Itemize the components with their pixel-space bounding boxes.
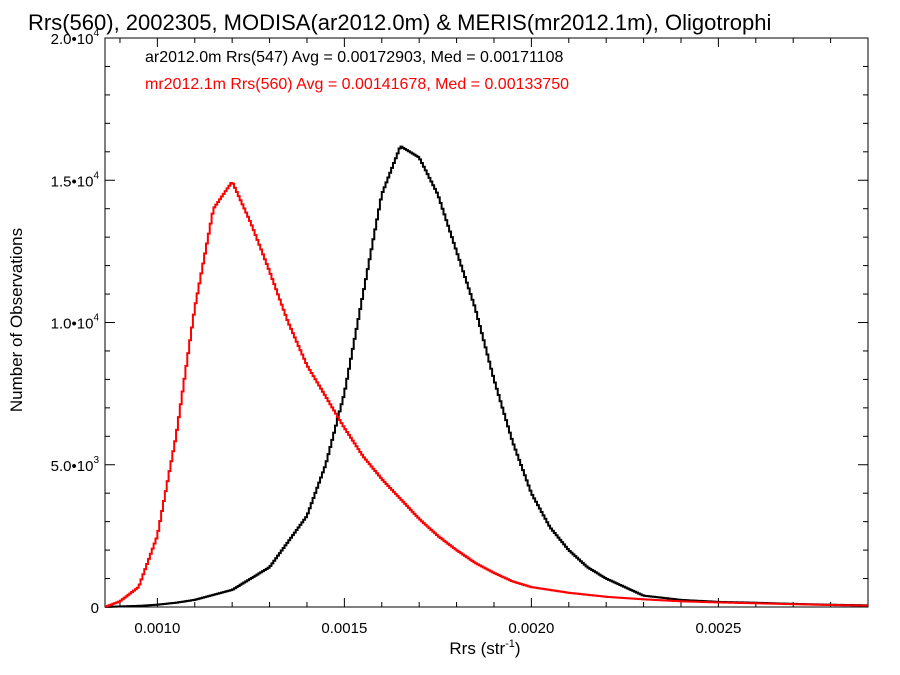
x-tick-label: 0.0020	[508, 620, 554, 637]
series-line	[105, 182, 868, 608]
x-axis-label: Rrs (str-1)	[449, 638, 520, 658]
plot-border	[104, 37, 869, 608]
y-tick-label: 5.0•103	[51, 455, 100, 475]
y-tick-label: 1.5•104	[51, 170, 100, 190]
legend-annotation: mr2012.1m Rrs(560) Avg = 0.00141678, Med…	[145, 76, 569, 93]
y-axis-label: Number of Observations	[7, 228, 26, 412]
legend-annotation: ar2012.0m Rrs(547) Avg = 0.00172903, Med…	[145, 49, 563, 66]
x-axis-label-exponent: -1	[505, 638, 515, 650]
y-axis: 0 5.0•103 1.0•104 1.5•104 2.0•104	[51, 28, 868, 617]
x-axis: 0.0010 0.0015 0.0020 0.0025	[119, 38, 869, 637]
y-tick-label: 2.0•104	[51, 28, 100, 48]
y-tick-label: 0	[91, 600, 99, 617]
x-tick-label: 0.0015	[321, 620, 367, 637]
series-layer	[105, 145, 868, 608]
x-axis-label-text: Rrs (str	[449, 639, 505, 658]
chart-title: Rrs(560), 2002305, MODISA(ar2012.0m) & M…	[28, 10, 771, 35]
x-axis-label-close: )	[515, 639, 521, 658]
x-tick-label: 0.0010	[134, 620, 180, 637]
annotations: ar2012.0m Rrs(547) Avg = 0.00172903, Med…	[145, 49, 569, 93]
y-tick-label: 1.0•104	[51, 313, 100, 333]
plot-frame	[104, 37, 869, 608]
series-line	[105, 145, 868, 608]
x-tick-label: 0.0025	[695, 620, 741, 637]
